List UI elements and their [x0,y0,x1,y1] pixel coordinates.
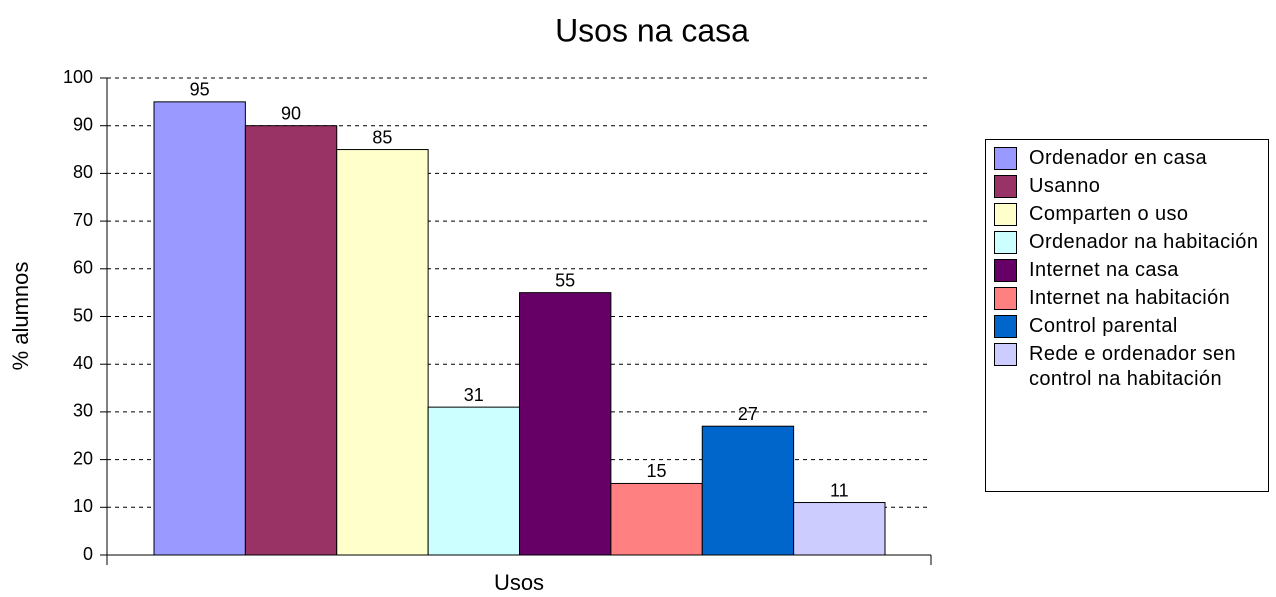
legend-swatch [994,259,1017,282]
legend-item: Control parental [994,314,1268,339]
y-tick-label: 70 [73,210,93,230]
legend-swatch [994,343,1017,366]
legend-item: Rede e ordenador sen control na habitaci… [994,342,1268,392]
legend-item: Internet na habitación [994,286,1268,311]
bar [336,149,429,556]
data-label: 11 [830,480,849,500]
legend-label: Internet na casa [1029,259,1179,281]
bar [701,425,795,556]
legend-item: Ordenador en casa [994,146,1268,171]
data-label: 95 [190,80,210,100]
legend-swatch [994,147,1017,170]
legend-label: Control parental [1029,315,1178,337]
data-label: 15 [647,461,667,481]
legend-item: Ordenador na habitación [994,230,1268,255]
legend: Ordenador en casa Usanno Comparten o uso Or… [985,139,1269,492]
bar [793,502,886,556]
legend-label: Ordenador en casa [1029,147,1208,169]
y-tick-label: 90 [73,114,93,134]
y-axis-label: % alumnos [8,262,33,371]
y-tick-label: 40 [73,353,93,373]
bar [610,482,703,556]
legend-label: Rede e ordenador sen control na habitaci… [1029,343,1237,390]
legend-label: Internet na habitación [1029,287,1231,309]
bar [427,406,520,556]
data-label: 85 [372,127,392,147]
legend-swatch [994,175,1017,198]
data-label: 31 [464,385,484,405]
legend-item: Usanno [994,174,1268,199]
legend-label: Usanno [1029,175,1101,197]
y-tick-label: 10 [73,496,93,516]
y-tick-label: 20 [73,448,93,468]
y-tick-label: 80 [73,162,93,182]
chart-title: Usos na casa [555,12,749,48]
legend-swatch [994,315,1017,338]
legend-swatch [994,231,1017,254]
y-tick-label: 0 [83,544,93,564]
data-label: 55 [555,270,575,290]
data-label: 90 [281,103,301,123]
y-tick-label: 50 [73,305,93,325]
bar [153,101,246,556]
x-axis-label: Usos [494,570,544,595]
bar [519,292,612,556]
legend-swatch [994,287,1017,310]
legend-item: Comparten o uso [994,202,1268,227]
y-tick-label: 100 [63,67,93,87]
legend-label: Comparten o uso [1029,203,1189,225]
legend-item: Internet na casa [994,258,1268,283]
y-tick-label: 30 [73,401,93,421]
y-tick-label: 60 [73,258,93,278]
data-label: 27 [738,404,758,424]
bar [244,125,338,556]
legend-label: Ordenador na habitación [1029,231,1259,253]
legend-swatch [994,203,1017,226]
